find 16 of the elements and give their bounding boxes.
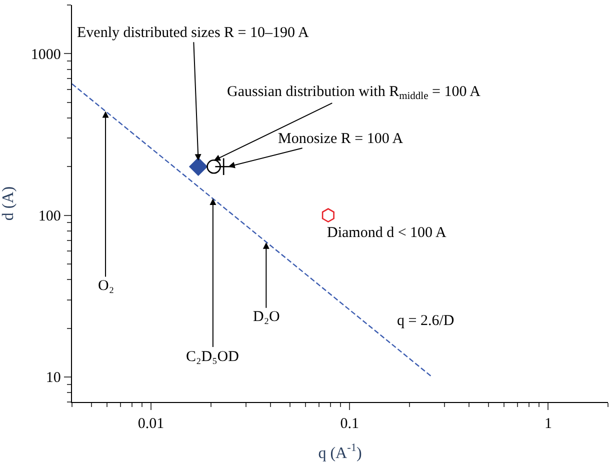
y-tick-label: 100 [38,208,61,225]
y-tick-label: 1000 [30,46,61,63]
annotation: Monosize R = 100 A [278,131,404,147]
y-axis-title: d (A) [0,186,17,221]
annotation: O₂ [98,278,114,294]
x-tick-label: 1 [544,416,552,432]
x-axis-title: q (A$^{-1}$) [318,442,362,462]
x-tick-label: 0.1 [340,416,359,432]
annotation: Diamond d < 100 A [327,225,446,241]
annotation: q = 2.6/D [397,313,454,329]
annotation: D₂O [253,309,280,325]
annotation: C₂D₅OD [186,349,240,365]
annotation: Evenly distributed sizes R = 10–190 A [77,25,309,41]
x-tick-label: 0.01 [138,416,164,432]
annotation: Gaussian distribution with R$_{middle}$ = 100 A [227,84,481,102]
y-tick-label: 10 [46,370,61,386]
